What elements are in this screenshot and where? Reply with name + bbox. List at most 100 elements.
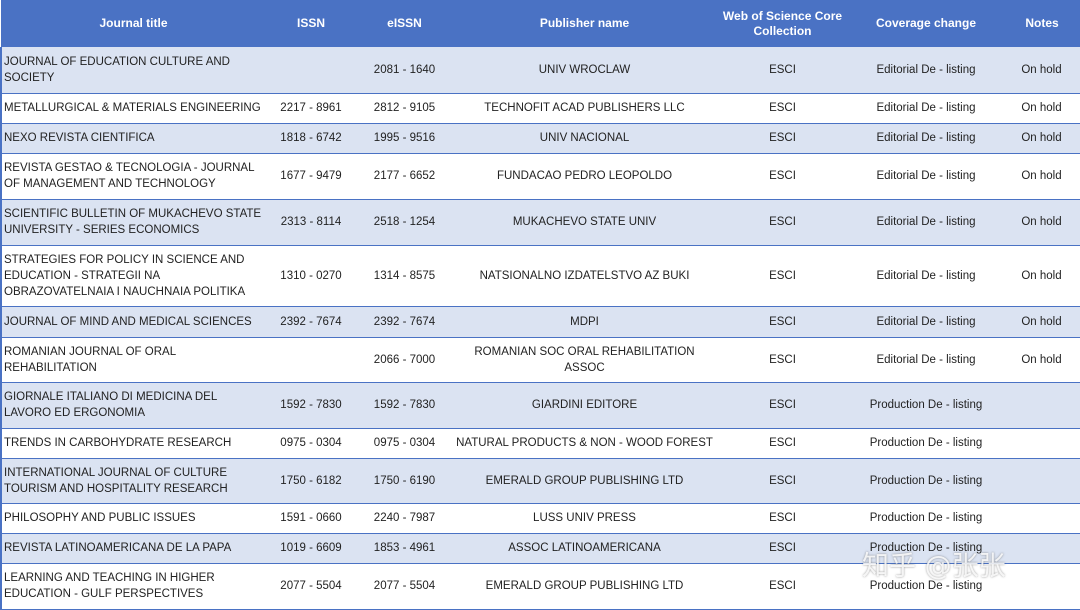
header-row: Journal title ISSN eISSN Publisher name Web … <box>1 0 1080 47</box>
header-cell: Coverage change <box>849 0 1003 47</box>
table-row: STRATEGIES FOR POLICY IN SCIENCE AND EDU… <box>0 245 1080 307</box>
table-cell <box>266 47 356 94</box>
table-cell: EMERALD GROUP PUBLISHING LTD <box>453 563 716 610</box>
table-cell: ESCI <box>716 533 849 564</box>
table-cell: 2066 - 7000 <box>356 337 453 383</box>
table-cell: Editorial De - listing <box>849 47 1003 94</box>
table-cell: UNIV WROCLAW <box>453 47 716 94</box>
table-cell: UNIV NACIONAL <box>453 123 716 154</box>
table-cell: ESCI <box>716 563 849 610</box>
table-cell: 1995 - 9516 <box>356 123 453 154</box>
table-cell: 0975 - 0304 <box>266 428 356 459</box>
table-cell: 2518 - 1254 <box>356 199 453 246</box>
table-cell: 1750 - 6182 <box>266 458 356 504</box>
table-cell: 1853 - 4961 <box>356 533 453 564</box>
header-cell: Publisher name <box>453 0 716 47</box>
table-cell: Production De - listing <box>849 428 1003 459</box>
table-cell: ESCI <box>716 245 849 307</box>
table-cell: 1592 - 7830 <box>266 382 356 429</box>
watermark: 知乎 @张张 <box>862 551 1006 582</box>
table-cell: 1314 - 8575 <box>356 245 453 307</box>
table-cell: On hold <box>1003 93 1080 124</box>
header-cell: ISSN <box>266 0 356 47</box>
table-cell: On hold <box>1003 245 1080 307</box>
table-row: NEXO REVISTA CIENTIFICA 1818 - 6742 1995 -… <box>0 123 1080 154</box>
table-row: JOURNAL OF MIND AND MEDICAL SCIENCES 2392… <box>0 306 1080 338</box>
table-cell: 2313 - 8114 <box>266 199 356 246</box>
table-row: TRENDS IN CARBOHYDRATE RESEARCH 0975 - 03… <box>0 428 1080 459</box>
header-cell: Web of Science Core Collection <box>716 0 849 47</box>
table-cell: ROMANIAN SOC ORAL REHABILITATION ASSOC <box>453 337 716 383</box>
table-cell: Editorial De - listing <box>849 245 1003 307</box>
table-cell: 1677 - 9479 <box>266 153 356 200</box>
table-cell: NEXO REVISTA CIENTIFICA <box>0 123 266 154</box>
table-cell: Production De - listing <box>849 458 1003 504</box>
table-cell: EMERALD GROUP PUBLISHING LTD <box>453 458 716 504</box>
table-cell: On hold <box>1003 337 1080 383</box>
table-cell: ASSOC LATINOAMERICANA <box>453 533 716 564</box>
table-row: METALLURGICAL & MATERIALS ENGINEERING 221… <box>0 93 1080 124</box>
table-cell: JOURNAL OF EDUCATION CULTURE AND SOCIETY <box>0 47 266 94</box>
table-cell: INTERNATIONAL JOURNAL OF CULTURE TOURISM… <box>0 458 266 504</box>
table-cell: 1592 - 7830 <box>356 382 453 429</box>
table-row: PHILOSOPHY AND PUBLIC ISSUES 1591 - 0660 2… <box>0 503 1080 534</box>
table-cell: 1591 - 0660 <box>266 503 356 534</box>
table-cell: Editorial De - listing <box>849 153 1003 200</box>
table-cell: STRATEGIES FOR POLICY IN SCIENCE AND EDU… <box>0 245 266 307</box>
table-cell: ROMANIAN JOURNAL OF ORAL REHABILITATION <box>0 337 266 383</box>
table-cell: Editorial De - listing <box>849 306 1003 338</box>
table-cell: 2392 - 7674 <box>266 306 356 338</box>
table-cell: ESCI <box>716 337 849 383</box>
table-cell: ESCI <box>716 47 849 94</box>
header-cell: Notes <box>1003 0 1080 47</box>
table-cell: MDPI <box>453 306 716 338</box>
table-cell: 2240 - 7987 <box>356 503 453 534</box>
table-cell: Production De - listing <box>849 503 1003 534</box>
table-row: SCIENTIFIC BULLETIN OF MUKACHEVO STATE U… <box>0 199 1080 246</box>
table-cell: LEARNING AND TEACHING IN HIGHER EDUCATIO… <box>0 563 266 610</box>
table-cell: 2177 - 6652 <box>356 153 453 200</box>
table-row: INTERNATIONAL JOURNAL OF CULTURE TOURISM… <box>0 458 1080 504</box>
table-cell: On hold <box>1003 153 1080 200</box>
table-row: REVISTA GESTAO & TECNOLOGIA - JOURNAL OF… <box>0 153 1080 200</box>
table-cell <box>1003 458 1080 504</box>
table-cell: Editorial De - listing <box>849 93 1003 124</box>
table-cell: On hold <box>1003 199 1080 246</box>
table-cell: 2392 - 7674 <box>356 306 453 338</box>
table-cell <box>1003 382 1080 429</box>
table-cell: 2217 - 8961 <box>266 93 356 124</box>
table-cell: ESCI <box>716 382 849 429</box>
table-cell: 2077 - 5504 <box>266 563 356 610</box>
table-cell: LUSS UNIV PRESS <box>453 503 716 534</box>
table-cell: TECHNOFIT ACAD PUBLISHERS LLC <box>453 93 716 124</box>
table-row: JOURNAL OF EDUCATION CULTURE AND SOCIETY… <box>0 47 1080 94</box>
table-body: JOURNAL OF EDUCATION CULTURE AND SOCIETY… <box>0 47 1080 610</box>
table-cell: ESCI <box>716 123 849 154</box>
table-cell: FUNDACAO PEDRO LEOPOLDO <box>453 153 716 200</box>
table-cell: Editorial De - listing <box>849 337 1003 383</box>
table-cell: ESCI <box>716 199 849 246</box>
table-cell: ESCI <box>716 153 849 200</box>
table-cell: 2081 - 1640 <box>356 47 453 94</box>
header-cell: Journal title <box>1 0 266 47</box>
table-cell: On hold <box>1003 123 1080 154</box>
table-cell: ESCI <box>716 458 849 504</box>
table-cell: 1818 - 6742 <box>266 123 356 154</box>
table-row: LEARNING AND TEACHING IN HIGHER EDUCATIO… <box>0 563 1080 610</box>
table-cell: PHILOSOPHY AND PUBLIC ISSUES <box>0 503 266 534</box>
table-cell: TRENDS IN CARBOHYDRATE RESEARCH <box>0 428 266 459</box>
table-cell: 0975 - 0304 <box>356 428 453 459</box>
table-cell: 1750 - 6190 <box>356 458 453 504</box>
table-cell: NATSIONALNO IZDATELSTVO AZ BUKI <box>453 245 716 307</box>
table-cell: 1310 - 0270 <box>266 245 356 307</box>
table-cell: ESCI <box>716 93 849 124</box>
table-cell: Production De - listing <box>849 563 1003 610</box>
table-cell <box>1003 503 1080 534</box>
table-cell: 2077 - 5504 <box>356 563 453 610</box>
table-row: ROMANIAN JOURNAL OF ORAL REHABILITATION 2… <box>0 337 1080 383</box>
table-cell: Editorial De - listing <box>849 199 1003 246</box>
table-row: GIORNALE ITALIANO DI MEDICINA DEL LAVORO… <box>0 382 1080 429</box>
table-cell: REVISTA GESTAO & TECNOLOGIA - JOURNAL OF… <box>0 153 266 200</box>
